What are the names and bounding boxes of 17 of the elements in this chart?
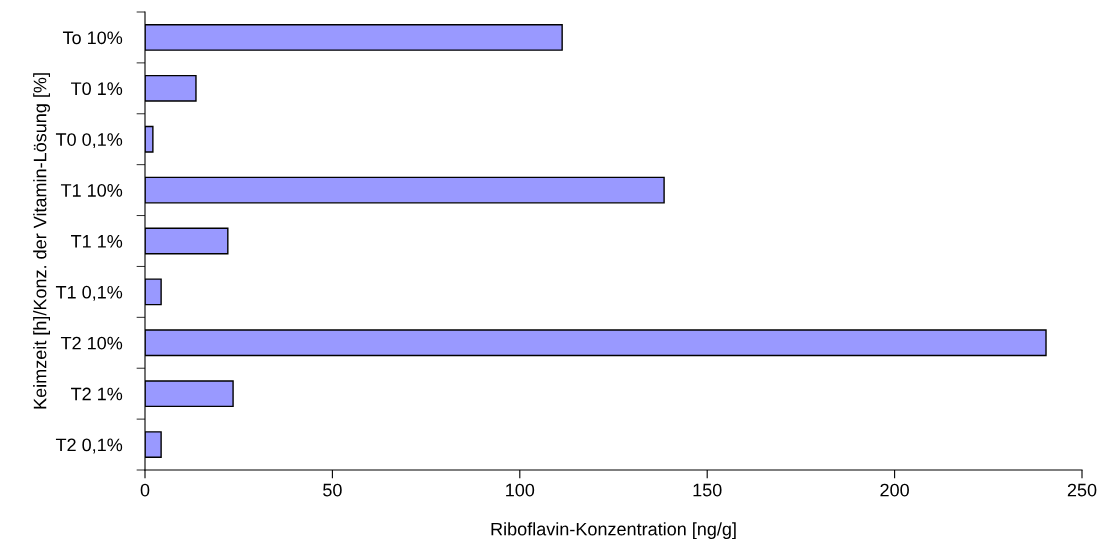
y-tick-label: T1 10%	[60, 184, 123, 197]
x-tick-label: 50	[323, 483, 342, 497]
x-tick-label: 200	[880, 483, 909, 497]
y-tick-label: T1 0,1%	[55, 285, 123, 301]
y-tick-label: T1 1%	[71, 235, 123, 248]
x-tick-label: 150	[693, 483, 722, 497]
y-tick-label: To 10%	[62, 31, 123, 45]
x-axis-title: Riboflavin-Konzentration [ng/g]	[491, 522, 736, 540]
y-tick-label: T2 10%	[60, 336, 123, 350]
y-tick-label: T2 1%	[71, 387, 123, 401]
y-tick-label: T0 1%	[71, 82, 123, 96]
x-tick-label: 100	[506, 483, 535, 497]
y-tick-label: T0 0,1%	[55, 133, 123, 149]
x-tick-label: 0	[140, 483, 150, 497]
y-tick-label: T2 0,1%	[55, 438, 123, 454]
x-tick-label: 250	[1067, 483, 1097, 497]
y-axis-title: Keimzeit [h]/Konz. der Vitamin-Lösung [%]	[33, 73, 50, 409]
